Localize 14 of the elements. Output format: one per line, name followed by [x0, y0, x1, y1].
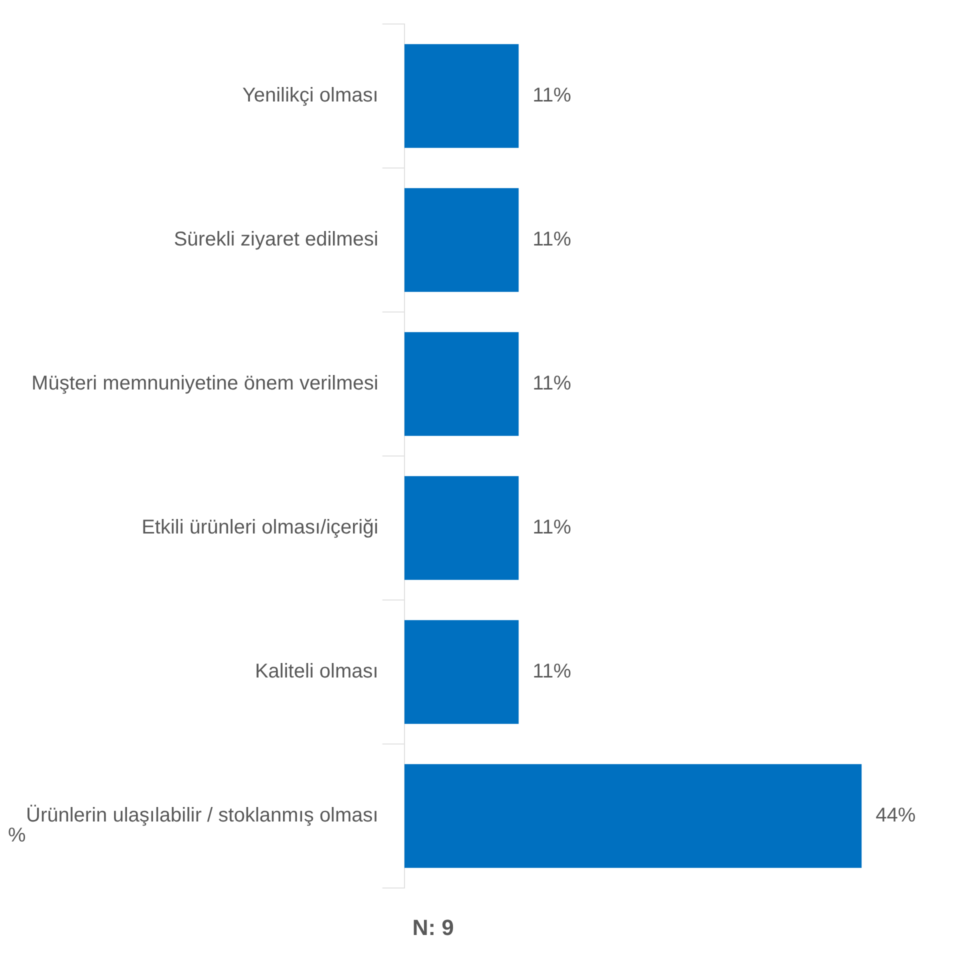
y-tick-label: Kaliteli olması [254, 660, 378, 683]
data-label: 11% [532, 372, 572, 395]
y-tick-label: Ürünlerin ulaşılabilir / stoklanmış olması [26, 804, 378, 827]
data-label: 11% [532, 516, 572, 539]
data-label: 11% [532, 660, 572, 683]
y-tick-label: Etkili ürünleri olması/içeriği [142, 516, 378, 539]
data-label: 11% [532, 228, 572, 251]
text: N: 9 [412, 915, 454, 940]
data-label: 11% [532, 84, 572, 107]
y-tick-label: Sürekli ziyaret edilmesi [174, 228, 378, 251]
data-label: 44% [876, 804, 916, 827]
y-tick-label: Yenilikçi olması [242, 84, 378, 107]
text: % [8, 824, 26, 847]
y-tick-label: Müşteri memnuniyetine önem verilmesi [32, 372, 378, 395]
